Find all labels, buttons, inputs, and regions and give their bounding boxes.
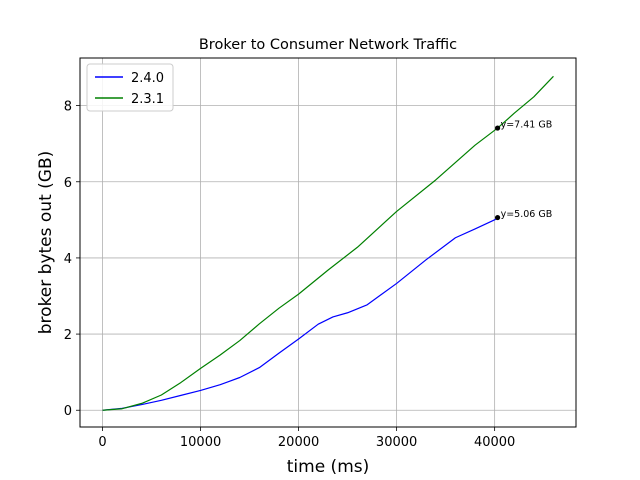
annotation-point <box>494 125 501 131</box>
series-line-2-3-1 <box>102 75 554 411</box>
axis-ticks: 0 10000 20000 30000 40000 0 2 4 6 8 <box>64 100 516 450</box>
series-lines <box>102 75 554 411</box>
annotation-point <box>494 214 501 221</box>
x-axis-label: time (ms) <box>287 457 370 477</box>
y-tick-label: 4 <box>64 252 72 267</box>
x-tick-label: 20000 <box>278 435 319 450</box>
legend-label: 2.4.0 <box>131 71 164 86</box>
x-tick-label: 0 <box>98 435 106 450</box>
y-tick-label: 2 <box>64 328 72 343</box>
chart-title: Broker to Consumer Network Traffic <box>199 37 457 53</box>
legend-box <box>86 63 174 112</box>
y-axis-label: broker bytes out (GB) <box>36 151 56 334</box>
y-tick-label: 6 <box>64 176 72 191</box>
annotation-label: y=5.06 GB <box>501 209 553 220</box>
x-tick-label: 40000 <box>474 435 515 450</box>
annotations: y=5.06 GB y=7.41 GB <box>494 120 553 221</box>
x-tick-label: 10000 <box>180 435 221 450</box>
x-tick-label: 30000 <box>376 435 417 450</box>
plot-frame <box>79 57 577 428</box>
y-tick-label: 8 <box>64 100 72 115</box>
legend-label: 2.3.1 <box>131 92 164 107</box>
grid <box>80 58 576 427</box>
series-line-2-4-0 <box>102 217 498 411</box>
y-tick-label: 0 <box>64 404 72 419</box>
legend: 2.4.0 2.3.1 <box>86 63 174 112</box>
annotation-label: y=7.41 GB <box>501 120 553 131</box>
